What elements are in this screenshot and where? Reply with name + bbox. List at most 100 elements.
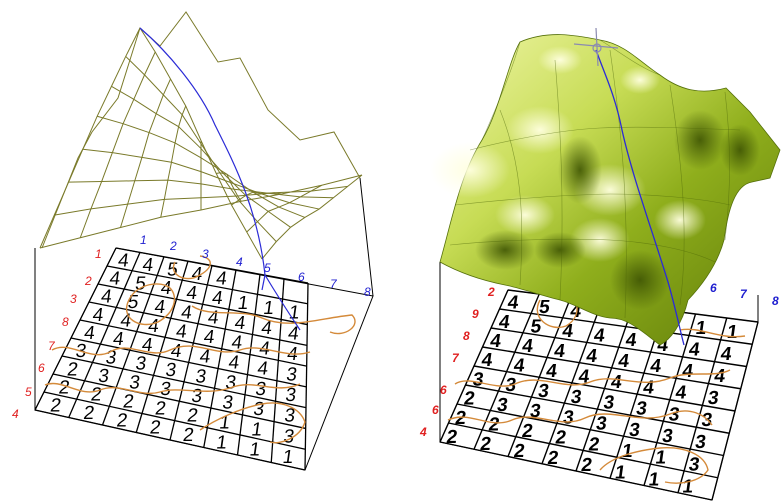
grid-col-line xyxy=(541,301,603,464)
row-label: 3 xyxy=(70,292,77,306)
grid-cell-value: 3 xyxy=(471,369,485,390)
grid-cell-value: 3 xyxy=(224,373,238,394)
wireframe-line xyxy=(120,78,171,228)
grid-cell-value: 2 xyxy=(182,425,196,446)
grid-cell-value: 1 xyxy=(281,447,295,468)
grid-cell-value: 3 xyxy=(635,399,649,420)
grid-cell-value: 3 xyxy=(687,454,701,475)
grid-cell-value: 4 xyxy=(141,255,155,276)
frame-right-edge xyxy=(359,177,374,297)
grid-cell-value: 2 xyxy=(554,428,568,449)
grid-cell-value: 4 xyxy=(159,278,173,299)
grid-cell-value: 3 xyxy=(537,381,551,402)
grid-cell-value: 3 xyxy=(562,407,576,428)
route-line xyxy=(139,27,301,331)
grid-cell-value: 4 xyxy=(227,353,241,374)
grid-cell-value: 5 xyxy=(529,316,543,337)
wireframe-surface xyxy=(39,11,363,260)
grid-col-line xyxy=(270,278,285,463)
grid-cell-value: 4 xyxy=(153,297,167,318)
contour-line xyxy=(44,382,301,394)
grid-col-line xyxy=(643,313,697,486)
surface-shading xyxy=(534,232,586,268)
grid-cell-value: 4 xyxy=(506,293,520,314)
grid-col-line xyxy=(439,289,509,443)
grid-cell-value: 1 xyxy=(647,469,661,490)
grid-cell-value: 2 xyxy=(587,434,601,455)
grid-cell-value: 4 xyxy=(175,322,189,343)
surface-mesh xyxy=(599,39,661,76)
grid-cell-value: 2 xyxy=(66,359,80,380)
grid-cell-value: 5 xyxy=(166,259,180,280)
grid-cell-value: 1 xyxy=(215,432,229,453)
row-label: 2 xyxy=(84,274,92,288)
grid-cell-value: 2 xyxy=(49,396,63,417)
path-line xyxy=(139,27,301,331)
grid-cell-value: 4 xyxy=(202,327,216,348)
grid-cell-value: 4 xyxy=(169,341,183,362)
grid-cell-value: 3 xyxy=(254,379,268,400)
grid-col-line xyxy=(135,260,189,433)
grid-col-line xyxy=(203,269,237,448)
row-label: 8 xyxy=(62,315,69,329)
contour-lines xyxy=(44,255,356,444)
grid-cell-value: 3 xyxy=(194,366,208,387)
grid-cell-value: 3 xyxy=(252,399,266,420)
grid-cell-value: 1 xyxy=(694,318,708,339)
grid-cell-value: 2 xyxy=(82,403,96,424)
grid-cell-value: 1 xyxy=(218,412,232,433)
route-line xyxy=(261,274,266,291)
surface-shading xyxy=(475,230,535,270)
grid-cell-value: 4 xyxy=(256,359,270,380)
surface-mesh xyxy=(481,41,521,141)
column-label: 4 xyxy=(236,255,243,269)
grid-col-line xyxy=(304,282,309,471)
grid-cell-value: 2 xyxy=(445,427,459,448)
grid-col-line xyxy=(575,305,634,472)
right-panel-shaded: 4541114544444444444444444444433333333323… xyxy=(419,27,781,501)
grid-cell-value: 4 xyxy=(681,361,695,382)
grid-cell-value: 4 xyxy=(480,350,494,371)
surface-shading xyxy=(720,124,760,176)
surface-mesh xyxy=(449,238,716,263)
grid-cell-value: 3 xyxy=(569,387,583,408)
grid-cell-value: 4 xyxy=(287,323,301,344)
row-label: 6 xyxy=(38,361,45,375)
contour-line xyxy=(51,345,311,356)
grid-cell-value: 4 xyxy=(609,372,623,393)
surface-mesh xyxy=(454,193,731,206)
grid-cell-value: 5 xyxy=(538,297,552,318)
grid-cell-value: 3 xyxy=(700,410,714,431)
grid-cell-value: 4 xyxy=(233,313,247,334)
grid-cell-value: 4 xyxy=(91,305,105,326)
grid-cell-value: 1 xyxy=(236,293,250,314)
contour-line xyxy=(125,283,176,326)
contour-line xyxy=(199,402,306,444)
grid-col-line xyxy=(711,321,759,501)
row-label: 7 xyxy=(452,351,460,365)
grid-cell-value: 4 xyxy=(512,356,526,377)
grid-cell-value: 3 xyxy=(661,426,675,447)
grid-cell-value: 4 xyxy=(211,288,225,309)
grid-cell-value: 2 xyxy=(454,408,468,429)
row-label: 5 xyxy=(25,385,32,399)
surface-shading xyxy=(558,136,602,204)
grid-cell-value: 2 xyxy=(149,418,163,439)
route-line xyxy=(595,49,685,346)
grid-cell-value: 5 xyxy=(134,273,148,294)
grid-cell-value: 3 xyxy=(134,354,148,375)
grid-cell-value: 1 xyxy=(614,462,628,483)
grid-cell-value: 3 xyxy=(128,373,142,394)
surface-mesh xyxy=(609,49,627,319)
grid-cell-value: 3 xyxy=(602,393,616,414)
grid-cell-value: 4 xyxy=(198,347,212,368)
surface-mesh xyxy=(724,91,730,241)
grid-col-line xyxy=(236,274,261,456)
grid-col-line xyxy=(473,293,540,450)
contour-line xyxy=(599,447,709,484)
grid-cell-value: 4 xyxy=(624,330,638,351)
grid-cell-value: 3 xyxy=(164,360,178,381)
contour-line xyxy=(191,305,356,335)
